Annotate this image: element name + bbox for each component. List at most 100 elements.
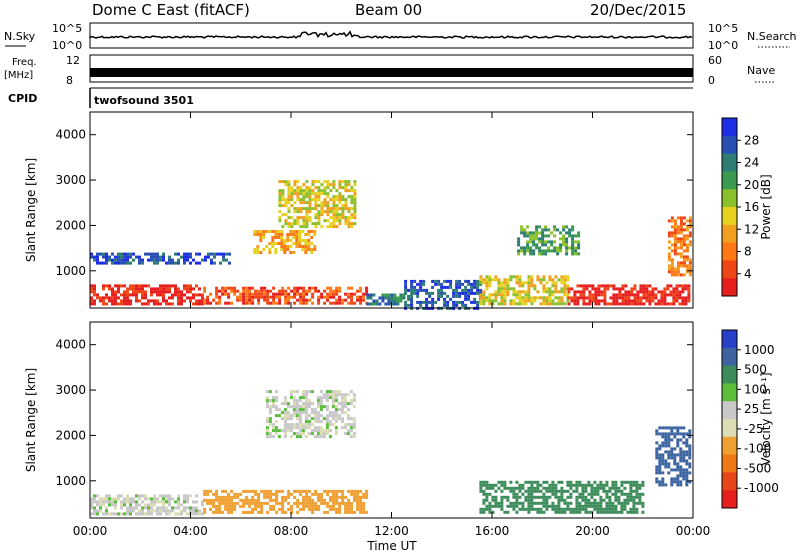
velocity-colorbar-segment [722,401,737,420]
freq-band [90,68,693,77]
velocity-colorbar: 1000 500 100 25 -25 -100 -500 -1000 Velocity [m… [721,329,779,509]
velocity-ylabel: Slant Range [km] [24,368,38,472]
power-colorbar-segment [722,278,737,297]
velocity-colorbar-segment [722,419,737,438]
velocity-colorbar-segment [722,490,737,509]
date-title: 20/Dec/2015 [590,1,686,19]
nsky-strip: N.Sky 10^5 10^0 10^5 10^0 N.Search [4,22,797,52]
freq-tick-low: 8 [66,74,73,87]
power-colorbar-tick-label: 28 [744,133,759,147]
velocity-echoes [90,390,692,516]
freq-unit: [MHz] [4,70,33,81]
freq-tick-high: 12 [66,54,80,67]
velocity-colorbar-segment [722,454,737,473]
power-colorbar-segment [722,242,737,261]
velocity-colorbar-segment [722,330,737,349]
power-colorbar-segment [722,153,737,172]
station-title: Dome C East (fitACF) [92,1,250,19]
velocity-colorbar-tick-label: -100 [744,442,771,456]
velocity-xtick-label: 12:00 [374,524,409,538]
velocity-echo-region [203,489,369,514]
power-panel: 1000 2000 3000 4000 Slant Range [km] [24,111,694,310]
velocity-yticks: 1000 2000 3000 4000 [55,338,693,488]
velocity-colorbar-tick-label: 100 [744,382,767,396]
nave-tick-low: 0 [708,74,715,87]
velocity-echo-region [479,480,645,514]
velocity-ytick-label: 2000 [55,428,86,442]
velocity-ytick-label: 4000 [55,338,86,352]
power-colorbar-segment [722,118,737,137]
power-colorbar-segment [722,207,737,226]
x-axis-label: Time UT [366,539,417,553]
freq-label: Freq. [12,57,37,68]
power-colorbar-tick-label: 8 [744,245,752,259]
velocity-echo-region [90,494,204,516]
power-colorbar-tick-label: 24 [744,156,759,170]
nsky-tick-high: 10^5 [52,22,82,35]
power-ytick-label: 2000 [55,218,86,232]
nsearch-label: N.Search [747,30,797,43]
power-colorbar-label: Power [dB] [759,174,773,239]
velocity-colorbar-tick-label: 25 [744,402,759,416]
power-echo-region [90,284,204,306]
nave-label: Nave [747,64,775,77]
power-colorbar: 4 8 12 16 20 24 28 Power [dB] [721,117,773,297]
velocity-ytick-label: 1000 [55,474,86,488]
velocity-xticks: 00:00 04:00 08:00 12:00 16:00 20:00 00:00 [73,322,711,538]
velocity-colorbar-segment [722,383,737,402]
power-echo-region [517,225,581,256]
power-ytick-label: 3000 [55,173,86,187]
power-yticks: 1000 2000 3000 4000 [55,128,693,278]
velocity-colorbar-tick-label: -500 [744,461,771,475]
power-colorbar-segment [722,135,737,155]
power-echo-region [479,275,570,306]
power-echo-region [366,293,406,306]
velocity-xtick-label: 00:00 [676,524,711,538]
power-ylabel: Slant Range [km] [24,158,38,262]
power-ytick-label: 1000 [55,264,86,278]
velocity-echo-region [655,426,692,487]
nave-tick-high: 60 [708,54,722,67]
freq-strip: Freq. [MHz] 12 8 60 0 Nave [4,54,775,87]
power-colorbar-segment [722,224,737,244]
nsky-tick-low: 10^0 [52,39,82,52]
power-echoes [90,180,692,310]
velocity-echo-region [265,390,356,439]
power-colorbar-tick-label: 20 [744,178,759,192]
power-colorbar-segment [722,189,737,208]
velocity-colorbar-label: Velocity [m s⁻¹] [759,372,773,465]
power-echo-region [203,286,369,305]
power-colorbar-tick-label: 16 [744,200,759,214]
nsearch-tick-low: 10^0 [708,39,738,52]
velocity-ytick-label: 3000 [55,383,86,397]
nsearch-tick-high: 10^5 [708,22,738,35]
power-colorbar-segment [722,260,737,279]
velocity-colorbar-segment [722,347,737,367]
velocity-xtick-label: 00:00 [73,524,108,538]
beam-title: Beam 00 [355,1,422,19]
velocity-colorbar-tick-label: 1000 [744,343,775,357]
power-ytick-label: 4000 [55,128,86,142]
velocity-colorbar-segment [722,472,737,491]
velocity-colorbar-tick-label: 500 [744,363,767,377]
velocity-xtick-label: 16:00 [475,524,510,538]
nsky-label: N.Sky [4,30,36,43]
velocity-xtick-label: 04:00 [173,524,208,538]
power-colorbar-tick-label: 12 [744,222,759,236]
cpid-strip: CPID twofsound 3501 [8,87,693,108]
velocity-colorbar-tick-label: -25 [744,422,764,436]
velocity-colorbar-segment [722,436,737,456]
power-colorbar-segment [722,171,737,190]
power-echo-region [667,216,692,277]
power-echo-region [90,252,231,265]
power-echo-region [253,230,317,254]
velocity-colorbar-tick-label: -1000 [744,481,779,495]
velocity-xtick-label: 08:00 [274,524,309,538]
velocity-xtick-label: 20:00 [575,524,610,538]
velocity-colorbar-segment [722,365,737,384]
power-echo-region [567,284,691,306]
cpid-value: twofsound 3501 [94,94,194,107]
velocity-panel: 1000 2000 3000 4000 00:00 04:00 08:00 12:00 16:… [24,321,711,538]
power-echo-region [278,180,357,229]
cpid-label: CPID [8,92,37,105]
